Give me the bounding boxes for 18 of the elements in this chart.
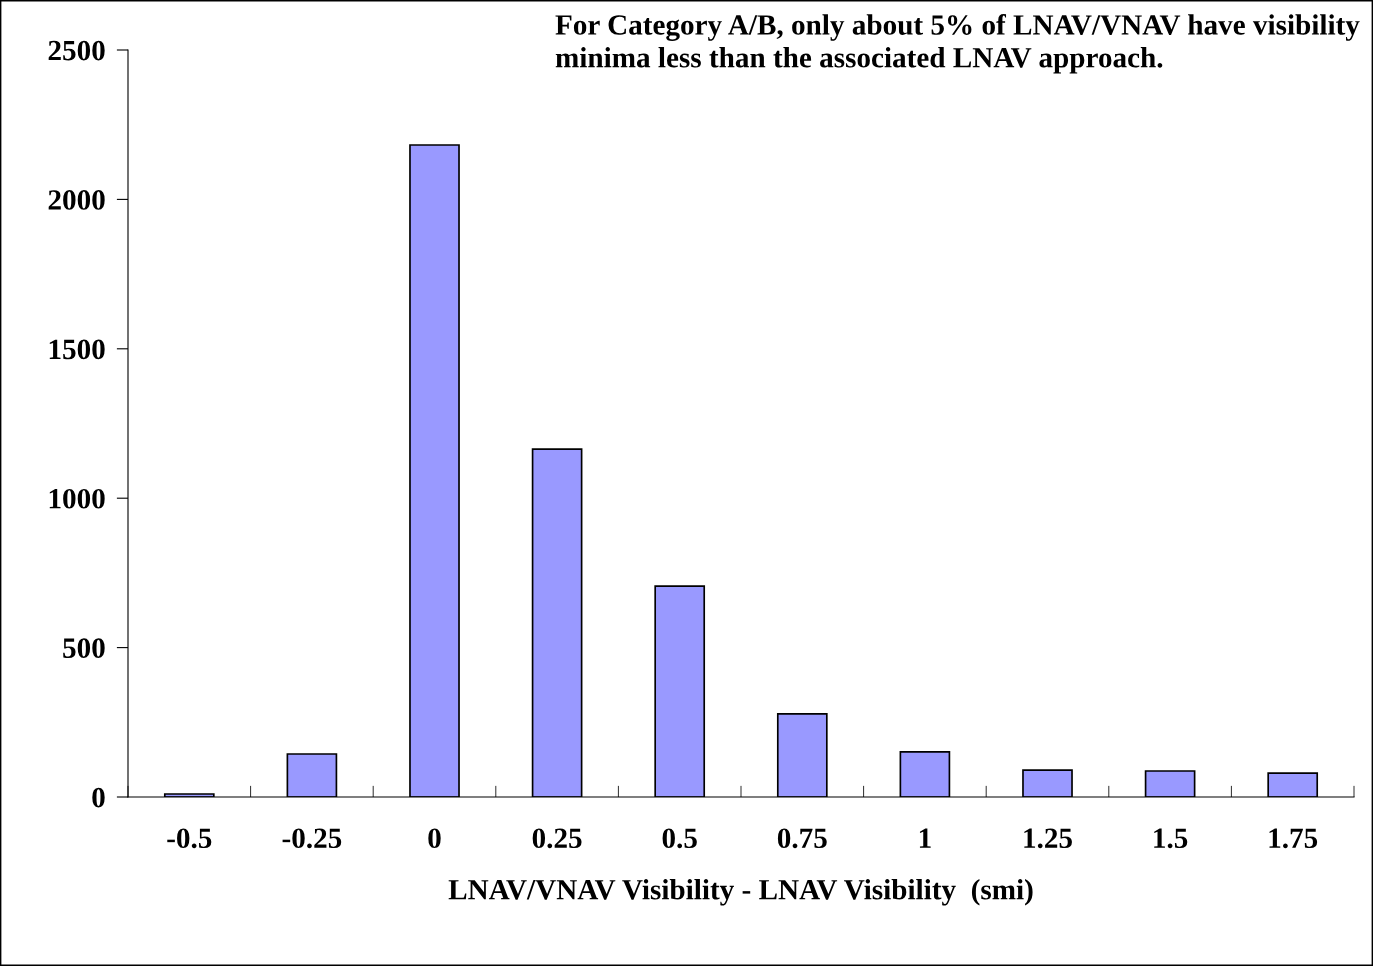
y-tick-label: 500 bbox=[63, 638, 105, 659]
y-tick-label: 2500 bbox=[48, 40, 105, 61]
y-tick-label: 0 bbox=[92, 787, 105, 808]
y-tick-label: 1500 bbox=[49, 339, 105, 360]
y-tick-label: 2000 bbox=[48, 190, 105, 210]
x-tick-label: 1 bbox=[919, 828, 931, 848]
x-tick-label: 0.5 bbox=[662, 828, 697, 849]
y-tick-label: 1000 bbox=[49, 488, 105, 509]
x-tick-label: 0.75 bbox=[777, 828, 827, 849]
x-tick-label: 1.5 bbox=[1154, 828, 1188, 849]
x-tick-label: -0.5 bbox=[167, 828, 212, 849]
annotation: For Category A/B, only about 5% of LNAV/VNAV have visibility minima less than the associated LNAV approach. bbox=[555, 14, 1360, 74]
x-axis-title: LNAV/VNAV Visibility - LNAV Visibility (smi) bbox=[448, 879, 1033, 906]
x-tick-label: 1.75 bbox=[1269, 828, 1318, 849]
x-tick-label: 0 bbox=[428, 828, 441, 849]
x-tick-label: 1.25 bbox=[1024, 828, 1072, 849]
x-tick-label: 0.25 bbox=[532, 828, 582, 849]
x-tick-label: -0.25 bbox=[282, 828, 342, 849]
